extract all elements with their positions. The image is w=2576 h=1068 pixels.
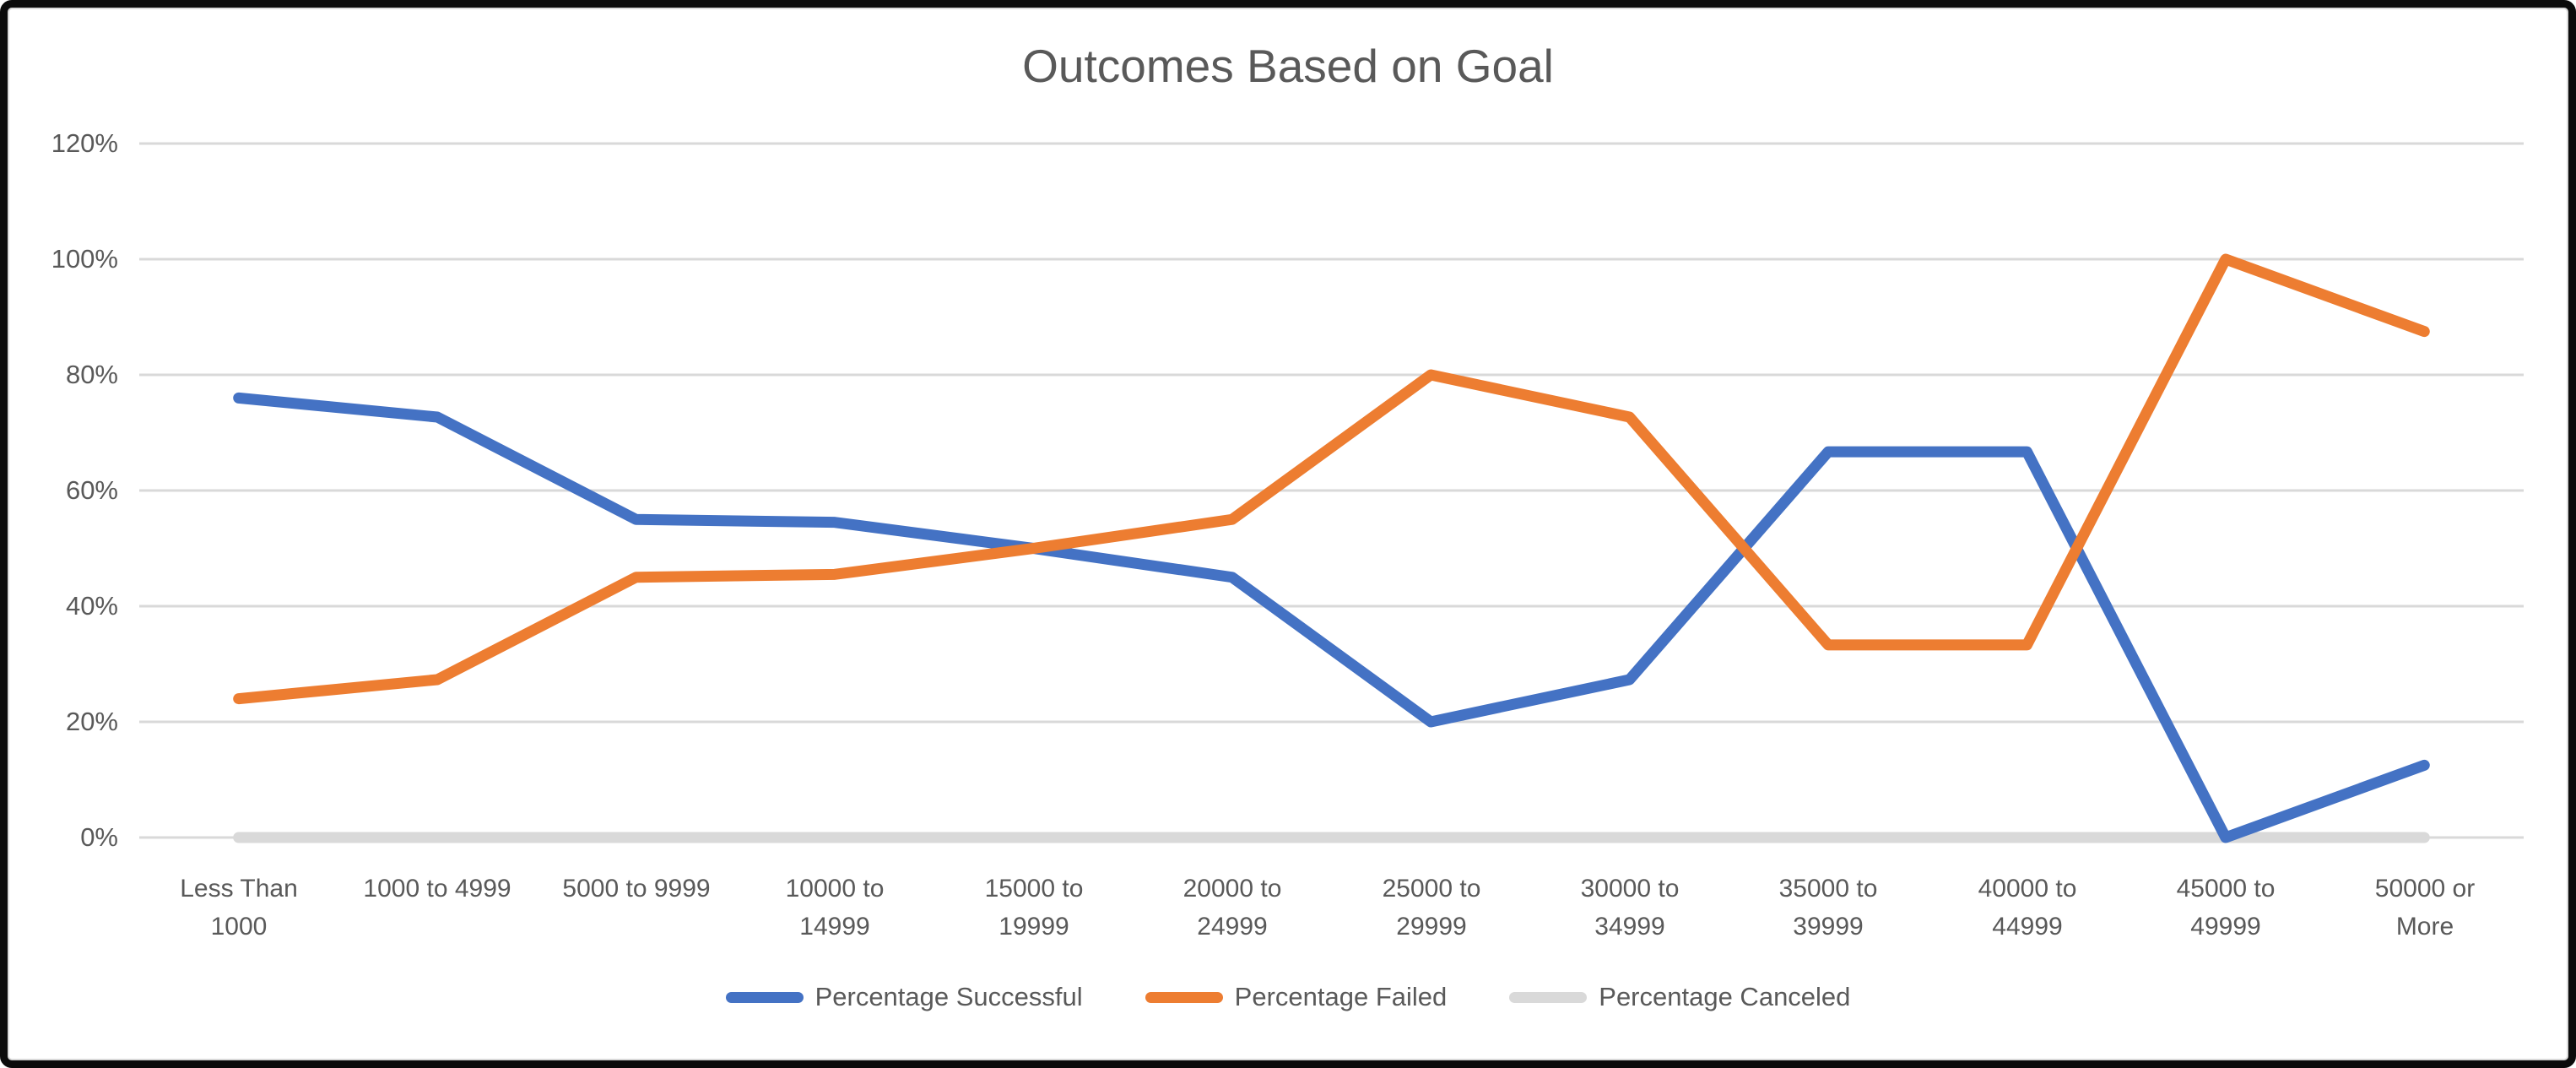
x-axis-category-label: 50000 or More xyxy=(2374,875,2476,941)
x-axis-category-label: 5000 to 9999 xyxy=(562,875,711,903)
legend-item-percentage-failed: Percentage Failed xyxy=(1145,982,1448,1012)
y-axis-tick-label: 0% xyxy=(80,822,118,852)
x-axis-category-label: 10000 to 14999 xyxy=(785,875,885,941)
legend-label: Percentage Failed xyxy=(1234,982,1448,1011)
legend: Percentage Successful Percentage Failed … xyxy=(0,982,2576,1012)
x-axis-category-label: 30000 to 34999 xyxy=(1580,875,1680,941)
y-axis-tick-label: 20% xyxy=(65,707,118,736)
x-axis-category-label: Less Than 1000 xyxy=(180,875,298,941)
x-axis-category-label: 25000 to 29999 xyxy=(1382,875,1481,941)
chart-title: Outcomes Based on Goal xyxy=(1022,40,1554,92)
x-axis-category-label: 40000 to 44999 xyxy=(1978,875,2077,941)
x-axis-category-label: 1000 to 4999 xyxy=(363,875,511,903)
legend-label: Percentage Successful xyxy=(814,982,1083,1011)
legend-swatch-canceled xyxy=(1509,991,1588,1003)
x-axis-category-label: 15000 to 19999 xyxy=(984,875,1084,941)
y-axis-tick-label: 40% xyxy=(65,591,118,621)
y-axis-tick-label: 100% xyxy=(51,244,118,274)
legend-item-percentage-canceled: Percentage Canceled xyxy=(1509,982,1850,1012)
y-axis-tick-label: 120% xyxy=(51,128,118,158)
x-axis-category-label: 35000 to 39999 xyxy=(1778,875,1878,941)
series-line-percentage-failed xyxy=(233,253,2430,705)
x-axis-category-label: 45000 to 49999 xyxy=(2176,875,2276,941)
y-axis-tick-label: 60% xyxy=(65,475,118,505)
series-line-percentage-successful xyxy=(233,392,2430,843)
legend-label: Percentage Canceled xyxy=(1599,982,1851,1011)
x-axis-category-label: 20000 to 24999 xyxy=(1182,875,1282,941)
legend-swatch-failed xyxy=(1145,991,1223,1003)
legend-swatch-successful xyxy=(725,991,804,1003)
legend-item-percentage-successful: Percentage Successful xyxy=(725,982,1083,1012)
y-axis-tick-label: 80% xyxy=(65,360,118,389)
